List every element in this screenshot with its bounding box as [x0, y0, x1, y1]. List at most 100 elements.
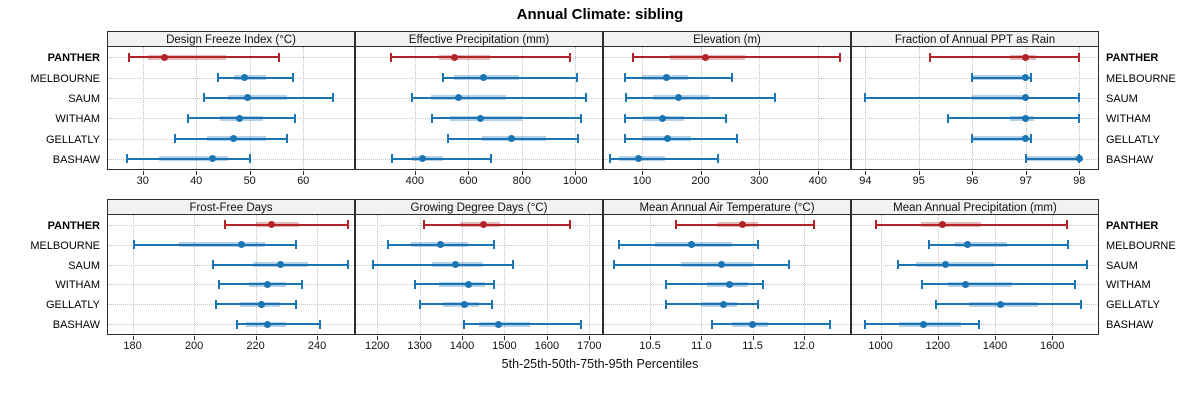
station-label-right: WITHAM: [1106, 279, 1151, 292]
whisker-cap: [414, 279, 417, 289]
median-dot: [235, 114, 243, 122]
whisker-cap: [1078, 113, 1081, 123]
whisker-5th-95th: [614, 263, 789, 266]
band-25th-75th: [701, 301, 738, 307]
whisker-cap: [492, 240, 495, 250]
band-25th-75th: [680, 262, 753, 268]
band-25th-75th: [947, 281, 1013, 287]
v-gridline: [752, 215, 754, 334]
v-gridline: [1025, 47, 1027, 169]
v-gridline: [196, 47, 198, 169]
median-dot: [674, 94, 682, 102]
axis-tick-label: 100: [632, 175, 652, 187]
whisker-cap: [286, 134, 289, 143]
median-dot: [240, 74, 248, 81]
v-gridline: [589, 215, 591, 334]
panel-plot: [851, 215, 1099, 335]
whisker-cap: [125, 154, 128, 164]
whisker-cap: [216, 73, 219, 82]
band-25th-75th: [430, 95, 506, 101]
median-dot: [264, 280, 272, 288]
station-label-right: BASHAW: [1106, 319, 1154, 332]
whisker-cap: [568, 52, 571, 62]
band-25th-75th: [716, 222, 758, 228]
whisker-cap: [608, 154, 611, 164]
whisker-cap: [372, 260, 374, 270]
station-label-left: WITHAM: [55, 279, 100, 292]
whisker-cap: [731, 73, 734, 82]
band-25th-75th: [228, 95, 288, 101]
whisker-cap: [928, 52, 931, 62]
median-dot: [634, 155, 642, 163]
axis-tick: [1052, 336, 1054, 340]
axis-tick: [317, 336, 319, 340]
axis-tick: [521, 171, 523, 175]
median-dot: [997, 300, 1005, 308]
median-dot: [718, 261, 726, 269]
panel-header: Growing Degree Days (°C): [355, 199, 603, 215]
panel: Effective Precipitation (mm): [355, 31, 603, 170]
axis-tick: [414, 171, 416, 175]
station-label-left: PANTHER: [47, 52, 100, 65]
median-dot: [1022, 74, 1030, 81]
station-label-left: GELLATLY: [45, 299, 100, 312]
axis-tick-label: 40: [190, 175, 203, 187]
station-label-right: MELBOURNE: [1106, 239, 1176, 252]
whisker-cap: [391, 154, 394, 164]
whisker-5th-95th: [711, 323, 830, 326]
station-guide-line: [604, 158, 850, 160]
v-gridline: [817, 47, 819, 169]
panel: Fraction of Annual PPT as Rain: [851, 31, 1099, 170]
axis-tick-label: 1700: [577, 340, 602, 352]
whisker-cap: [585, 93, 587, 103]
median-dot: [1022, 94, 1030, 102]
station-label-right: WITHAM: [1106, 113, 1151, 126]
whisker-5th-95th: [415, 283, 494, 286]
axis-tick: [1025, 171, 1027, 175]
whisker-cap: [579, 113, 582, 123]
station-label-left: BASHAW: [52, 153, 100, 166]
whisker-cap: [618, 240, 621, 250]
v-gridline: [414, 47, 416, 169]
whisker-cap: [947, 113, 950, 123]
median-dot: [479, 74, 487, 81]
whisker-cap: [278, 52, 281, 62]
axis-tick: [249, 171, 251, 175]
station-label-right: SAUM: [1106, 259, 1138, 272]
station-label-right: GELLATLY: [1106, 133, 1161, 146]
axis-tick-label: 95: [912, 175, 925, 187]
axis-tick: [995, 336, 996, 340]
whisker-cap: [1030, 134, 1033, 143]
whisker-5th-95th: [423, 223, 571, 226]
whisker-cap: [863, 319, 866, 329]
whisker-cap: [133, 240, 136, 250]
whisker-5th-95th: [609, 157, 718, 160]
whisker-5th-95th: [625, 117, 726, 120]
whisker-cap: [128, 52, 131, 62]
axis-tick-label: 1200: [364, 340, 390, 352]
whisker-cap: [569, 220, 572, 230]
panel-plot: [107, 215, 355, 335]
whisker-5th-95th: [665, 303, 758, 306]
whisker-cap: [710, 319, 713, 329]
v-gridline: [642, 47, 644, 169]
panel-plot: [355, 47, 603, 170]
median-dot: [243, 94, 251, 102]
axis-tick: [468, 171, 470, 175]
whisker-cap: [236, 319, 239, 329]
whisker-5th-95th: [972, 76, 1032, 79]
panel-header: Mean Annual Precipitation (mm): [851, 199, 1099, 215]
band-25th-75th: [412, 156, 443, 162]
whisker-5th-95th: [129, 56, 280, 59]
median-dot: [267, 221, 275, 229]
whisker-cap: [664, 279, 667, 289]
whisker-5th-95th: [624, 137, 737, 140]
median-dot: [662, 74, 670, 81]
whisker-cap: [511, 260, 514, 270]
whisker-5th-95th: [432, 117, 581, 120]
whisker-cap: [490, 154, 492, 164]
panel: Mean Annual Air Temperature (°C): [603, 199, 851, 335]
whisker-cap: [576, 134, 579, 143]
station-label-left: BASHAW: [52, 319, 100, 332]
axis-tick: [546, 336, 548, 340]
